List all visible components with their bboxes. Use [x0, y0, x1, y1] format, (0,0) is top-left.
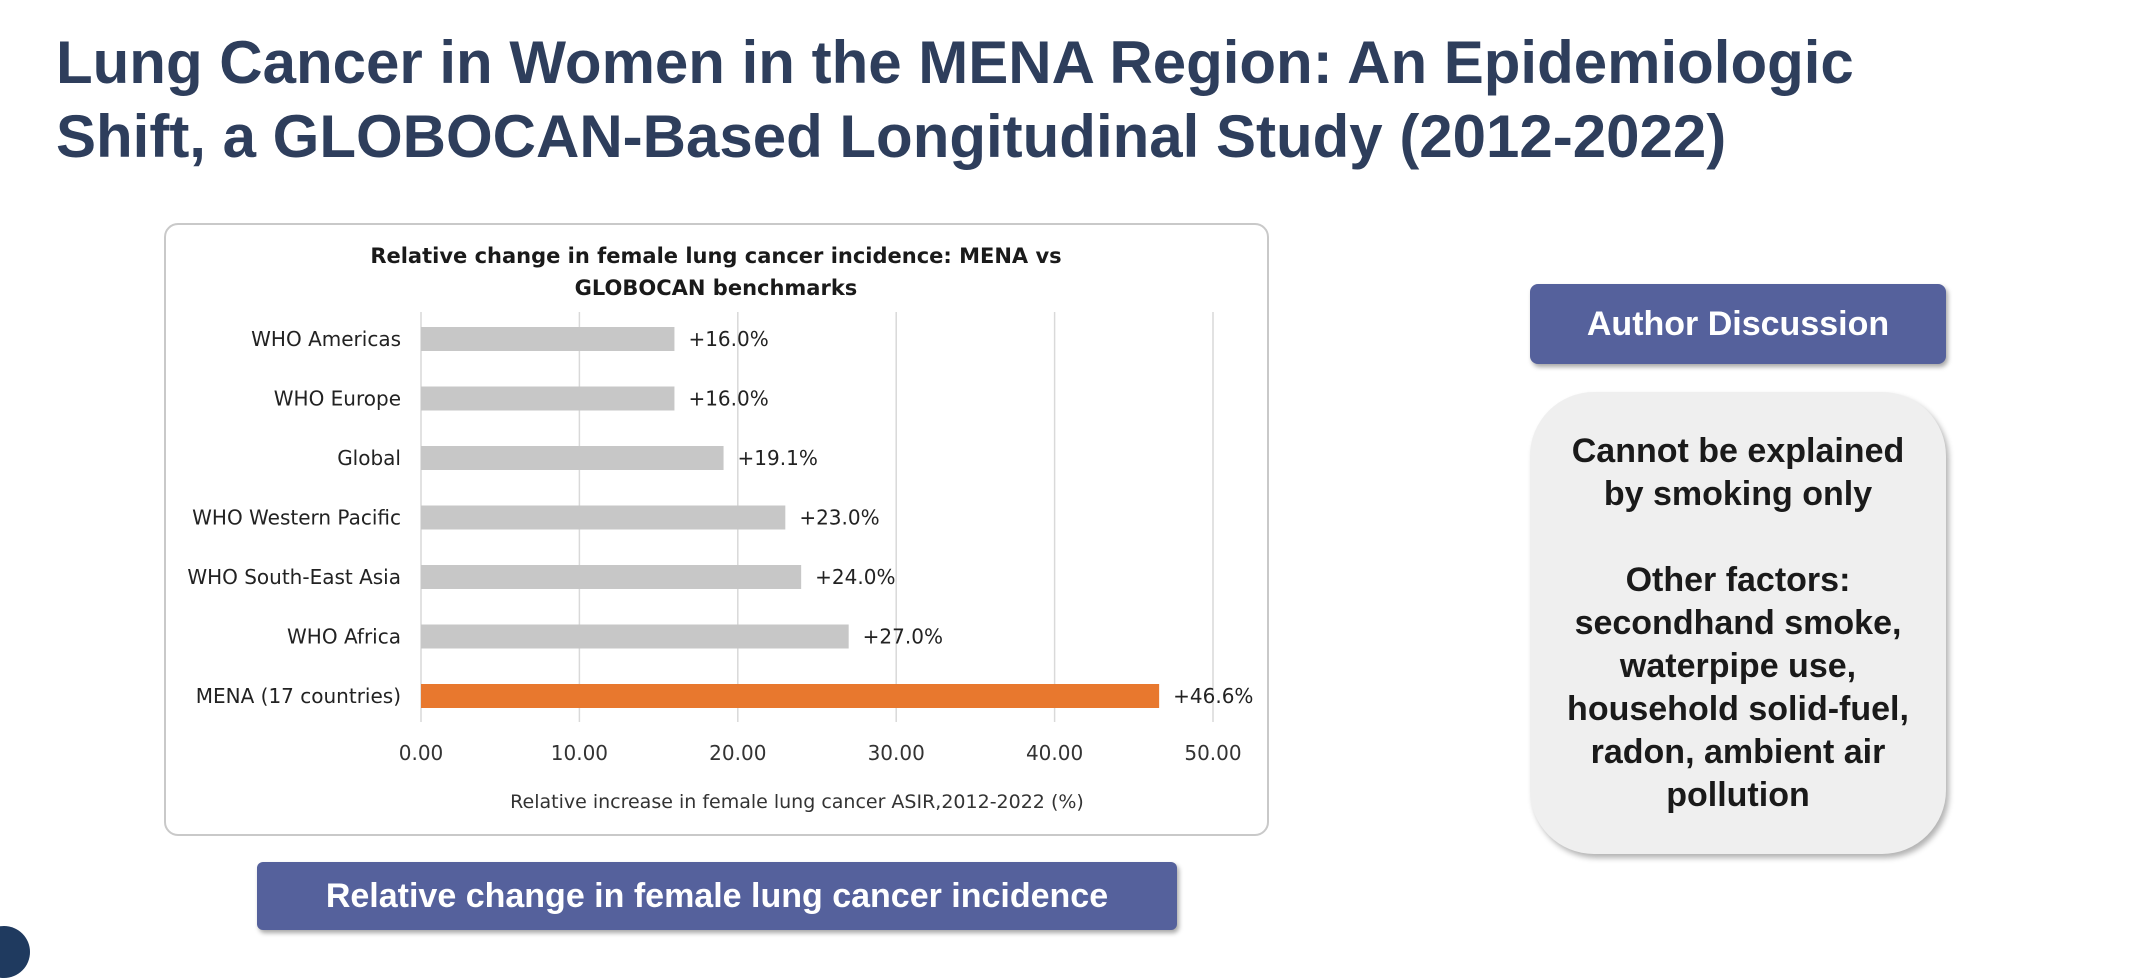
x-tick-label: 40.00: [1026, 741, 1083, 765]
author-discussion-box: Cannot be explained by smoking only Othe…: [1530, 392, 1946, 854]
bar: [421, 684, 1160, 708]
bar: [421, 624, 849, 649]
data-label: +23.0%: [799, 506, 879, 530]
data-label: +16.0%: [688, 387, 768, 411]
category-label: Global: [337, 446, 401, 470]
category-label: WHO Europe: [274, 387, 401, 411]
discussion-line: household solid-fuel,: [1567, 690, 1909, 728]
category-label: WHO Western Pacific: [192, 506, 401, 530]
bar: [421, 505, 786, 530]
data-label: +16.0%: [688, 327, 768, 351]
discussion-line: pollution: [1666, 776, 1810, 814]
bar: [421, 327, 675, 351]
x-tick-label: 50.00: [1184, 741, 1241, 765]
category-label: WHO Americas: [251, 327, 401, 351]
category-label: MENA (17 countries): [196, 684, 401, 708]
bar: [421, 446, 724, 470]
discussion-line: waterpipe use,: [1619, 647, 1857, 685]
data-label: +19.1%: [738, 446, 818, 470]
x-tick-label: 10.00: [551, 741, 608, 765]
bar: [421, 565, 802, 589]
author-discussion-header: Author Discussion: [1530, 284, 1946, 364]
slide-title: Lung Cancer in Women in the MENA Region:…: [56, 29, 1854, 170]
category-label: WHO Africa: [287, 625, 401, 649]
discussion-line: Cannot be explained: [1571, 432, 1905, 470]
x-axis-title: Relative increase in female lung cancer …: [510, 791, 1084, 813]
discussion-line: secondhand smoke,: [1574, 604, 1902, 642]
x-tick-label: 0.00: [399, 741, 444, 765]
x-tick-label: 30.00: [868, 741, 925, 765]
data-label: +24.0%: [815, 565, 895, 589]
discussion-line: by smoking only: [1603, 475, 1873, 513]
bar: [421, 386, 675, 411]
chart-caption-banner: Relative change in female lung cancer in…: [257, 862, 1177, 930]
discussion-line: Other factors:: [1625, 561, 1851, 599]
data-label: +46.6%: [1173, 684, 1253, 708]
chart-title: Relative change in female lung cancer in…: [370, 244, 1062, 300]
x-tick-label: 20.00: [709, 741, 766, 765]
category-label: WHO South-East Asia: [187, 565, 401, 589]
discussion-line: radon, ambient air: [1590, 733, 1886, 771]
data-label: +27.0%: [863, 625, 943, 649]
bar-chart: 0.00 10.00 20.00 30.00 40.00 50.00 WHO America…: [187, 312, 1253, 813]
